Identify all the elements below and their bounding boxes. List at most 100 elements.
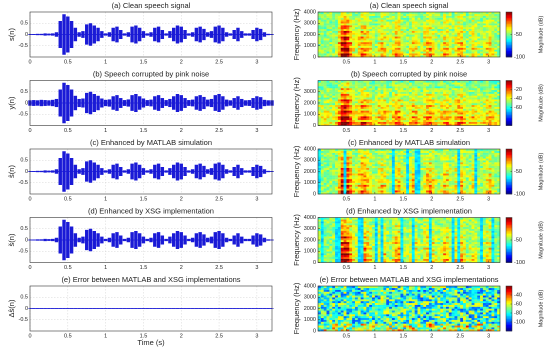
spectrogram-cell — [358, 173, 361, 175]
panel-title: (e) Error between MATLAB and XSG impleme… — [61, 275, 240, 284]
spectrogram-cell — [423, 114, 426, 116]
spectrogram-cell — [352, 173, 355, 175]
spectrogram-cell — [398, 51, 401, 53]
spectrogram-cell — [395, 155, 398, 157]
spectrogram-cell — [341, 84, 344, 86]
spectrogram-cell — [378, 109, 381, 111]
spectrogram-cell — [341, 153, 344, 155]
spectrogram-cell — [466, 21, 469, 23]
spectrogram-cell — [332, 164, 335, 166]
spectrogram-cell — [420, 48, 423, 50]
spectrogram-cell — [435, 177, 438, 179]
spectrogram-cell — [489, 46, 492, 48]
spectrogram-cell — [375, 82, 378, 84]
spectrogram-cell — [474, 122, 477, 124]
spectrogram-cell — [418, 31, 421, 33]
spectrogram-cell — [480, 36, 483, 38]
spectrogram-cell — [329, 31, 332, 33]
spectrogram-cell — [494, 31, 497, 33]
spectrogram-cell — [432, 122, 435, 124]
spectrogram-cell — [352, 185, 355, 187]
spectrogram-cell — [452, 99, 455, 101]
spectrogram-cell — [494, 46, 497, 48]
spectrogram-cell — [415, 94, 418, 96]
spectrogram-cell — [389, 188, 392, 190]
spectrogram-cell — [346, 99, 349, 101]
spectrogram-cell — [437, 149, 440, 151]
spectrogram-cell — [472, 164, 475, 166]
spectrogram-cell — [327, 149, 330, 151]
spectrogram-cell — [358, 164, 361, 166]
spectrogram-cell — [392, 25, 395, 27]
spectrogram-cell — [361, 107, 364, 109]
spectrogram-cell — [375, 44, 378, 46]
spectrogram-cell — [452, 23, 455, 25]
spectrogram-cell — [406, 166, 409, 168]
spectrogram-cell — [364, 90, 367, 92]
spectrogram-cell — [469, 149, 472, 151]
spectrogram-cell — [327, 12, 330, 14]
spectrogram-cell — [437, 175, 440, 177]
spectrogram-cell — [491, 111, 494, 113]
spectrogram-cell — [341, 103, 344, 105]
spectrogram-cell — [423, 44, 426, 46]
spectrogram-cell — [355, 170, 358, 172]
spectrogram-cell — [466, 168, 469, 170]
spectrogram-cell — [457, 166, 460, 168]
spectrogram-cell — [400, 51, 403, 53]
spectrogram-cell — [409, 97, 412, 99]
spectrogram-cell — [472, 96, 475, 98]
spectrogram-cell — [364, 44, 367, 46]
spectrogram-cell — [335, 111, 338, 113]
panel-title: (b) Speech corrupted by pink noise — [351, 69, 467, 78]
spectrogram-cell — [341, 38, 344, 40]
spectrogram-cell — [403, 157, 406, 159]
spectrogram-cell — [358, 105, 361, 107]
spectrogram-cell — [364, 96, 367, 98]
spectrogram-cell — [455, 21, 458, 23]
spectrogram-cell — [366, 81, 369, 83]
spectrogram-cell — [466, 107, 469, 109]
spectrogram-cell — [403, 187, 406, 189]
spectrogram-cell — [437, 166, 440, 168]
spectrogram-cell — [474, 160, 477, 162]
spectrogram-cell — [381, 168, 384, 170]
spectrogram-cell — [443, 179, 446, 181]
spectrogram-cell — [369, 21, 372, 23]
spectrogram-cell — [349, 185, 352, 187]
spectrogram-cell — [469, 153, 472, 155]
y-tick-label: 0.5 — [20, 21, 28, 27]
spectrogram-cell — [381, 155, 384, 157]
spectrogram-cell — [386, 158, 389, 160]
spectrogram-cell — [435, 166, 438, 168]
spectrogram-cell — [335, 53, 338, 55]
spectrogram-cell — [486, 42, 489, 44]
spectrogram-cell — [455, 92, 458, 94]
spectrogram-cell — [477, 84, 480, 86]
spectrogram-cell — [375, 109, 378, 111]
spectrogram-cell — [395, 40, 398, 42]
spectrogram-cell — [395, 23, 398, 25]
spectrogram-cell — [443, 188, 446, 190]
spectrogram-cell — [437, 164, 440, 166]
spectrogram-cell — [327, 179, 330, 181]
spectrogram-cell — [398, 20, 401, 22]
spectrogram-cell — [327, 177, 330, 179]
spectrogram-cell — [329, 81, 332, 83]
spectrogram-cell — [375, 86, 378, 88]
spectrogram-cell — [352, 23, 355, 25]
spectrogram-cell — [435, 33, 438, 35]
spectrogram-cell — [341, 29, 344, 31]
spectrogram-cell — [432, 168, 435, 170]
spectrogram-cell — [341, 20, 344, 22]
spectrogram-cell — [443, 12, 446, 14]
spectrogram-cell — [403, 158, 406, 160]
spectrogram-cell — [440, 97, 443, 99]
spectrogram-cell — [338, 94, 341, 96]
y-tick-label: 0.5 — [20, 226, 28, 232]
spectrogram-cell — [477, 105, 480, 107]
spectrogram-cell — [346, 122, 349, 124]
spectrogram-cell — [335, 153, 338, 155]
spectrogram-cell — [383, 14, 386, 16]
spectrogram-cell — [358, 168, 361, 170]
